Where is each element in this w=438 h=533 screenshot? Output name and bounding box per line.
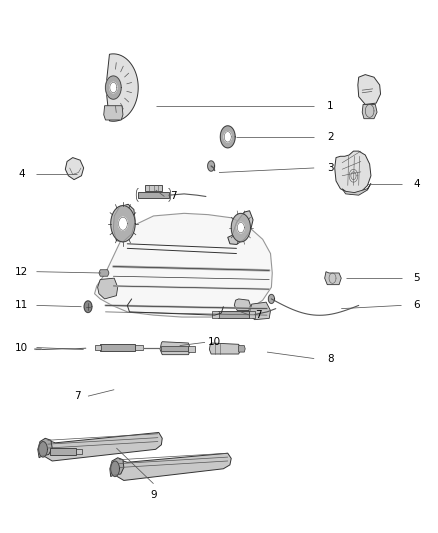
Polygon shape	[39, 441, 47, 457]
Polygon shape	[342, 183, 371, 195]
Polygon shape	[113, 204, 135, 242]
Text: 5: 5	[413, 273, 420, 283]
Polygon shape	[110, 458, 124, 477]
Polygon shape	[209, 343, 241, 354]
Polygon shape	[106, 76, 121, 99]
Polygon shape	[110, 83, 117, 93]
Polygon shape	[104, 106, 123, 120]
Text: 7: 7	[255, 310, 261, 320]
Polygon shape	[224, 132, 231, 142]
Polygon shape	[145, 185, 162, 191]
Polygon shape	[111, 461, 120, 477]
Polygon shape	[362, 104, 377, 119]
Polygon shape	[84, 301, 92, 312]
Bar	[249, 311, 255, 318]
Polygon shape	[358, 75, 381, 104]
Polygon shape	[231, 213, 251, 242]
Polygon shape	[161, 345, 187, 351]
Bar	[135, 345, 143, 350]
Text: 10: 10	[15, 343, 28, 352]
Text: 8: 8	[327, 353, 334, 364]
Polygon shape	[218, 311, 249, 318]
Polygon shape	[98, 278, 118, 299]
Text: 4: 4	[18, 169, 25, 180]
Polygon shape	[65, 158, 84, 180]
Polygon shape	[119, 217, 127, 230]
Text: 10: 10	[208, 337, 221, 348]
Polygon shape	[100, 344, 135, 351]
Text: 9: 9	[150, 490, 157, 500]
Text: 11: 11	[15, 301, 28, 310]
Polygon shape	[106, 54, 138, 122]
Polygon shape	[113, 453, 231, 480]
Bar	[212, 311, 219, 318]
Polygon shape	[237, 222, 244, 233]
Polygon shape	[49, 448, 76, 455]
Bar	[76, 449, 82, 454]
Polygon shape	[42, 432, 162, 461]
Polygon shape	[160, 342, 191, 354]
Polygon shape	[99, 270, 109, 276]
Text: 6: 6	[413, 301, 420, 310]
Bar	[95, 345, 101, 350]
Text: 2: 2	[327, 132, 334, 142]
Polygon shape	[234, 299, 251, 311]
Polygon shape	[220, 126, 235, 148]
Polygon shape	[208, 161, 215, 171]
Polygon shape	[38, 438, 52, 458]
Polygon shape	[138, 192, 169, 198]
Polygon shape	[95, 213, 272, 317]
Text: 1: 1	[327, 101, 334, 111]
Text: 7: 7	[170, 191, 177, 201]
Polygon shape	[335, 151, 371, 194]
Polygon shape	[325, 272, 341, 285]
Polygon shape	[228, 211, 253, 245]
Polygon shape	[239, 345, 245, 352]
Text: 12: 12	[15, 266, 28, 277]
Polygon shape	[249, 302, 271, 320]
Text: 3: 3	[327, 163, 334, 173]
Text: 4: 4	[413, 179, 420, 189]
Polygon shape	[111, 206, 135, 242]
Text: 7: 7	[74, 391, 81, 401]
Bar	[188, 346, 195, 352]
Polygon shape	[268, 294, 275, 303]
